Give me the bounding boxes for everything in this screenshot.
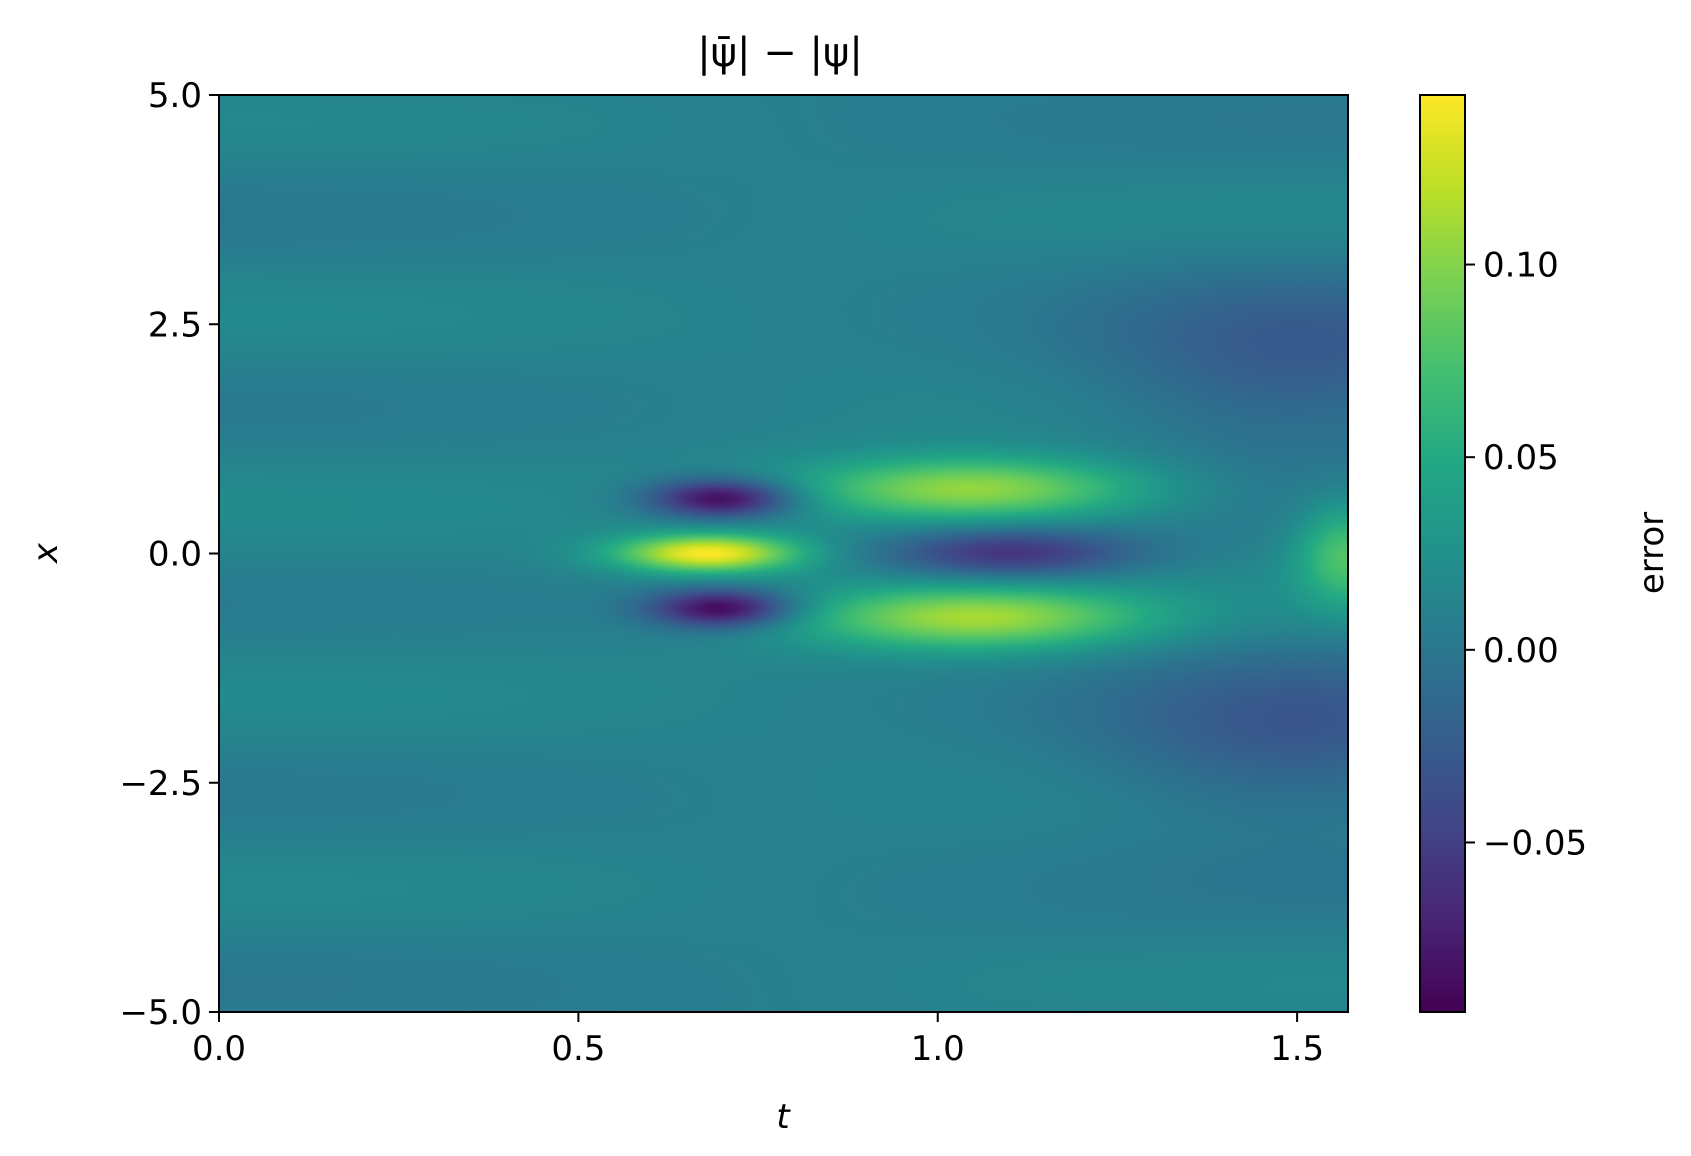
heatmap-area (219, 95, 1348, 1012)
colorbar-tick-label: 0.05 (1483, 438, 1559, 478)
x-tick-label: 0.0 (192, 1029, 246, 1069)
x-tick-label: 0.5 (551, 1029, 605, 1069)
x-tick-label: 1.5 (1270, 1029, 1324, 1069)
y-tick-label: −2.5 (119, 764, 202, 804)
y-tick-label: 5.0 (148, 76, 202, 116)
colorbar-tick-label: 0.00 (1483, 631, 1559, 671)
colorbar-ticks: −0.05 0.00 0.05 0.10 (1465, 246, 1587, 863)
y-tick-label: 2.5 (148, 305, 202, 345)
x-axis-ticks: 0.0 0.5 1.0 1.5 (192, 1012, 1324, 1069)
colorbar-tick-label: 0.10 (1483, 246, 1559, 286)
y-axis-ticks: −5.0 −2.5 0.0 2.5 5.0 (119, 76, 219, 1033)
y-axis-label: x (26, 542, 66, 564)
y-tick-label: −5.0 (119, 993, 202, 1033)
y-tick-label: 0.0 (148, 535, 202, 575)
colorbar (1419, 94, 1466, 1013)
colorbar-label: error (1632, 512, 1672, 594)
x-axis-label: t (776, 1097, 791, 1137)
x-tick-label: 1.0 (911, 1029, 965, 1069)
colorbar-tick-label: −0.05 (1483, 823, 1587, 863)
chart-title: |ψ̄| − |ψ| (697, 30, 863, 76)
